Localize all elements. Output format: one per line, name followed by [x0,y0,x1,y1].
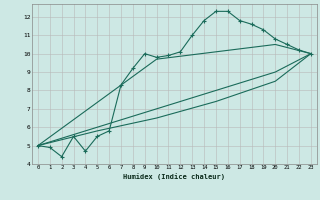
X-axis label: Humidex (Indice chaleur): Humidex (Indice chaleur) [124,173,225,180]
